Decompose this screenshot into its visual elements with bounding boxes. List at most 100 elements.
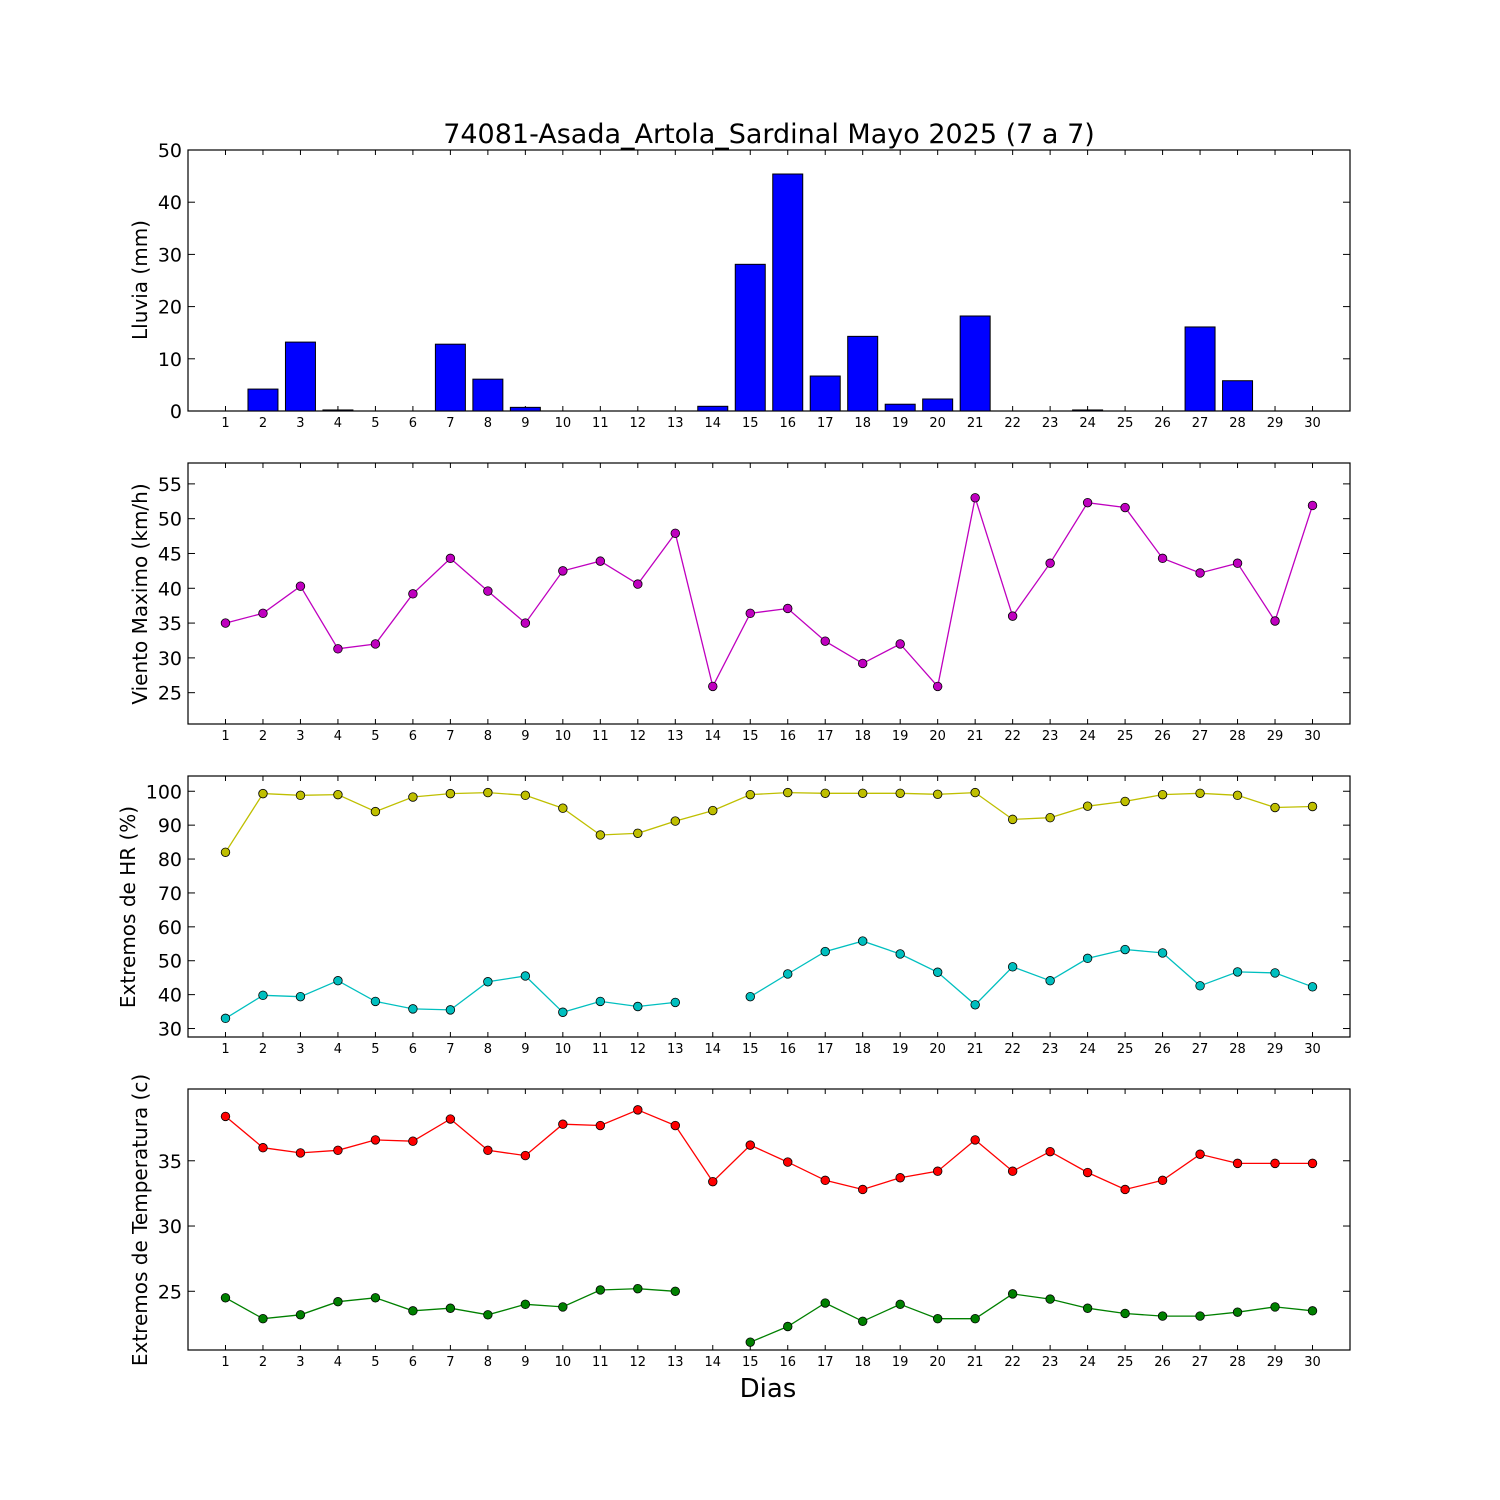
humidity-xtick-label: 11 [592, 1042, 609, 1057]
hr-min-point [1157, 948, 1168, 958]
humidity-xtick-label: 15 [742, 1042, 759, 1057]
temp-max-point [932, 1166, 943, 1176]
wind-max-point [258, 608, 268, 619]
wind-ytick-label: 35 [158, 613, 182, 635]
humidity-ytick-label: 60 [158, 917, 182, 939]
temperature-xtick-label: 1 [221, 1355, 229, 1370]
temp-min-point [370, 1293, 381, 1303]
wind-frame [187, 462, 1351, 725]
wind-max-point [745, 608, 755, 619]
hr-max-point [445, 788, 456, 799]
wind-max-point [295, 581, 306, 591]
wind-xtick-label: 11 [592, 729, 609, 744]
rain-bar [509, 406, 541, 412]
wind-max-point [1232, 558, 1243, 568]
hr-min-point [783, 969, 793, 979]
hr-min-point [1232, 967, 1243, 977]
temperature-xtick-label: 29 [1267, 1355, 1284, 1370]
rain-bar [1222, 380, 1254, 412]
rain-frame [187, 149, 1351, 412]
humidity-ytick-label: 80 [158, 849, 182, 871]
temp-min-point [1157, 1311, 1168, 1321]
temp-min-point [1307, 1306, 1318, 1316]
hr-max-point [595, 830, 606, 840]
rain-xtick-label: 19 [892, 416, 909, 431]
temperature-xtick-label: 16 [779, 1355, 796, 1370]
wind-xtick-label: 19 [892, 729, 909, 744]
wind-xtick-label: 25 [1117, 729, 1134, 744]
hr-min-line [225, 940, 1313, 1019]
wind-ytick-label: 50 [158, 509, 182, 531]
temp-max-point [970, 1135, 980, 1145]
wind-ytick-label: 40 [158, 578, 182, 600]
humidity-xtick-label: 28 [1229, 1042, 1246, 1057]
temperature-ytick-label: 35 [158, 1151, 182, 1173]
rain-bar [922, 398, 954, 412]
temperature-xtick-label: 11 [592, 1355, 609, 1370]
hr-max-point [1195, 788, 1205, 798]
temp-max-point [1195, 1149, 1205, 1159]
temp-min-point [783, 1321, 793, 1332]
temp-min-point [1232, 1307, 1243, 1317]
temp-min-point [295, 1310, 306, 1320]
hr-max-point [708, 805, 718, 816]
temp-max-point [745, 1140, 755, 1150]
temperature-xtick-label: 15 [742, 1355, 759, 1370]
temperature-xtick-label: 21 [967, 1355, 984, 1370]
humidity-xtick-label: 30 [1304, 1042, 1321, 1057]
rain-xtick-label: 23 [1042, 416, 1059, 431]
rain-xtick-label: 5 [371, 416, 379, 431]
humidity-xtick-label: 2 [259, 1042, 267, 1057]
humidity-ytick-label: 40 [158, 985, 182, 1007]
hr-min-point [1045, 976, 1055, 986]
temp-max-line [225, 1109, 1313, 1191]
wind-xtick-label: 24 [1079, 729, 1096, 744]
temperature-xtick-label: 18 [854, 1355, 871, 1370]
wind-max-point [820, 636, 830, 646]
temp-min-point [858, 1316, 868, 1326]
temp-min-point [1120, 1308, 1130, 1319]
temp-max-point [895, 1173, 905, 1183]
wind-max-point [408, 589, 418, 599]
hr-max-point [1120, 796, 1130, 807]
wind-xtick-label: 13 [667, 729, 684, 744]
wind-max-point [1157, 553, 1168, 564]
temperature-xtick-label: 13 [667, 1355, 684, 1370]
rain-bar [1184, 326, 1216, 412]
wind-max-point [220, 618, 231, 628]
hr-max-point [1157, 789, 1168, 800]
temp-max-point [445, 1114, 456, 1124]
rain-xtick-label: 13 [667, 416, 684, 431]
humidity-xtick-label: 29 [1267, 1042, 1284, 1057]
rain-ytick-label: 10 [158, 349, 182, 371]
rain-xtick-label: 27 [1192, 416, 1209, 431]
hr-min-point [445, 1005, 456, 1015]
humidity-xtick-label: 18 [854, 1042, 871, 1057]
humidity-xtick-label: 1 [221, 1042, 229, 1057]
rain-bar [434, 343, 466, 412]
humidity-xtick-label: 14 [705, 1042, 722, 1057]
humidity-xtick-label: 20 [929, 1042, 946, 1057]
rain-plot: 1 2 3 4 5 6 7 8 9 10 11 12 13 14 15 16 17 18 19 20 21 22 23 24 2… [158, 140, 1351, 431]
temperature-panel: Extremos de Temperatura (c) 1 2 3 4 5 6 7 8 9 10 1… [128, 1074, 1351, 1370]
temp-max-point [783, 1157, 793, 1167]
hr-max-point [820, 788, 830, 798]
humidity-xtick-label: 3 [296, 1042, 304, 1057]
wind-xtick-label: 26 [1154, 729, 1171, 744]
hr-max-point [783, 787, 793, 798]
hr-max-point [220, 847, 231, 857]
wind-xtick-label: 21 [967, 729, 984, 744]
temp-min-point [333, 1297, 343, 1307]
rain-ytick-label: 30 [158, 244, 182, 266]
wind-max-point [708, 681, 718, 692]
humidity-ytick-label: 90 [158, 815, 182, 837]
temp-max-point [370, 1135, 381, 1145]
rain-xtick-label: 4 [334, 416, 342, 431]
hr-min-point [745, 991, 755, 1002]
hr-min-point [970, 1000, 980, 1010]
rain-ylabel: Lluvia (mm) [128, 220, 152, 340]
wind-max-point [445, 553, 456, 564]
temp-min-point [1045, 1294, 1055, 1304]
rain-bar [809, 375, 841, 412]
